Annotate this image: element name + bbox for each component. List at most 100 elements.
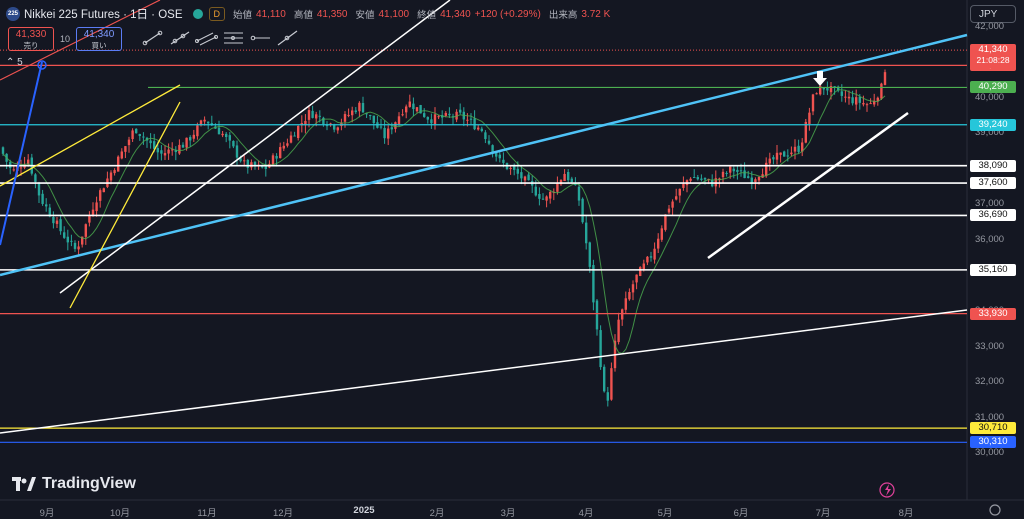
candle-body: [138, 134, 141, 137]
candle-body: [203, 119, 206, 122]
time-tick-label: 5月: [657, 508, 673, 519]
candle-body: [840, 91, 843, 96]
candle-body: [48, 207, 51, 217]
candle-body: [811, 94, 815, 112]
candle-body: [538, 193, 541, 199]
candle-body: [599, 330, 602, 368]
candle-body: [739, 170, 743, 172]
lightning-bolt-icon: [885, 484, 891, 496]
currency-selector[interactable]: JPY: [970, 5, 1016, 23]
close-value: 41,340: [440, 8, 471, 20]
candle-body: [804, 121, 807, 143]
candle-body: [671, 201, 674, 208]
price-level-label: 39,240: [970, 118, 1016, 131]
candle-body: [171, 149, 174, 151]
change-value: +120 (+0.29%): [474, 8, 541, 20]
last-price-label: 41,340 21:08:28: [970, 44, 1016, 69]
settings-gear-icon: [989, 504, 1001, 516]
candle-body: [372, 115, 375, 124]
candle-body: [541, 198, 545, 200]
candle-body: [289, 135, 293, 143]
candle-body: [563, 173, 566, 182]
tradingview-logo-text: TradingView: [42, 475, 136, 492]
candle-body: [516, 168, 519, 174]
chevron-up-icon: ⌃: [6, 57, 15, 68]
candle-body: [225, 133, 228, 138]
tradingview-logo: TradingView: [12, 475, 136, 493]
candle-body: [73, 242, 77, 249]
candle-body: [750, 177, 753, 185]
candle-body: [135, 128, 138, 134]
candle-body: [351, 110, 354, 116]
candle-body: [199, 120, 203, 126]
bar-countdown: 21:08:28: [976, 55, 1010, 66]
candle-body: [545, 196, 548, 201]
candle-body: [829, 86, 833, 93]
candle-body: [484, 132, 487, 140]
symbol-title[interactable]: Nikkei 225 Futures · 1日 · OSE: [24, 9, 183, 21]
candle-body: [448, 113, 451, 116]
candle-body: [250, 162, 253, 168]
time-tick-label: 6月: [733, 508, 749, 519]
buy-button[interactable]: 41,340 買い: [76, 27, 122, 51]
parallel-channel-icon[interactable]: [194, 28, 219, 48]
candle-body: [124, 146, 127, 152]
candle-body: [858, 97, 861, 103]
candle-body: [747, 176, 750, 178]
candle-body: [347, 114, 350, 116]
candle-body: [880, 83, 883, 99]
candle-body: [275, 155, 278, 159]
candle-body: [228, 135, 231, 141]
horizontal-lines-icon[interactable]: [221, 28, 246, 48]
sell-button[interactable]: 41,330 売り: [8, 27, 54, 51]
symbol-badge: 225: [6, 7, 20, 21]
candle-body: [847, 96, 851, 99]
candle-body: [549, 191, 552, 199]
candle-body: [815, 93, 818, 95]
candle-body: [588, 242, 591, 267]
candle-body: [253, 161, 257, 167]
price-level-label: 38,090: [970, 159, 1016, 172]
indicator-toggle[interactable]: ⌃ 5: [6, 57, 23, 68]
candle-body: [592, 265, 595, 303]
candle-body: [192, 134, 195, 139]
candle-body: [163, 153, 167, 156]
candle-body: [653, 248, 656, 260]
candle-body: [732, 168, 735, 172]
candle-body: [300, 123, 303, 126]
price-level-label: 33,930: [970, 307, 1016, 320]
ray-line-icon[interactable]: [167, 28, 192, 48]
spread-value: 10: [60, 34, 71, 44]
tradingview-logo-icon: [12, 477, 36, 491]
price-tick-label: 30,000: [975, 447, 1005, 459]
time-tick-label: 2月: [429, 508, 445, 519]
trend-line-icon[interactable]: [140, 28, 165, 48]
horizontal-ray-icon[interactable]: [248, 28, 273, 48]
candle-body: [325, 125, 329, 127]
candle-body: [779, 152, 782, 155]
price-tick-label: 42,000: [975, 20, 1005, 32]
red-steep-line: [0, 0, 161, 81]
candle-body: [682, 183, 685, 188]
extended-line-icon[interactable]: [275, 28, 300, 48]
candle-body: [336, 127, 339, 131]
candle-body: [502, 159, 505, 163]
candle-body: [883, 72, 887, 85]
volume-value: 3.72 K: [581, 8, 611, 20]
candle-body: [534, 186, 537, 196]
candle-body: [642, 263, 645, 270]
candle-body: [444, 112, 447, 116]
candle-body: [721, 171, 725, 178]
candle-body: [329, 123, 332, 125]
candle-body: [221, 133, 224, 136]
candle-body: [207, 121, 210, 124]
candle-body: [232, 140, 235, 147]
candle-body: [876, 97, 879, 102]
down-arrow-icon: [813, 71, 827, 86]
candle-body: [210, 123, 213, 126]
price-level-label: 30,310: [970, 436, 1016, 449]
yellow-channel-top: [0, 84, 181, 187]
yellow-channel-bottom: [69, 101, 181, 309]
candle-body: [52, 216, 55, 224]
